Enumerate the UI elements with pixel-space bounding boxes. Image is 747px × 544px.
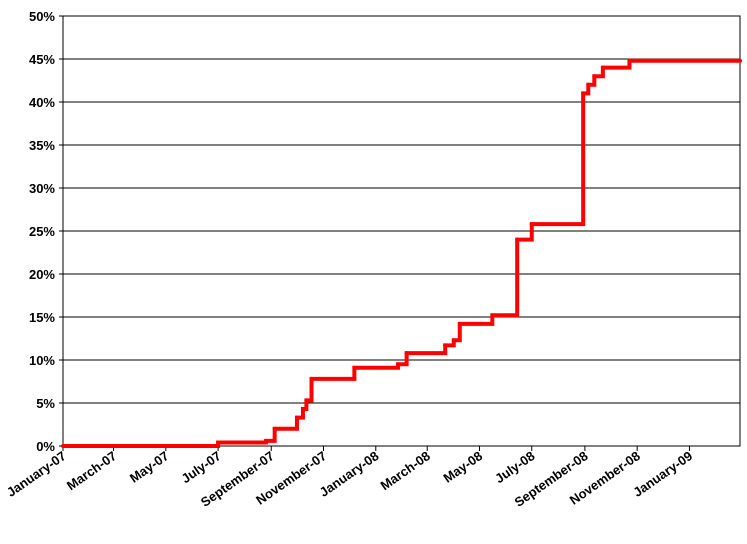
data-point xyxy=(592,74,597,79)
data-point xyxy=(490,313,495,318)
y-tick-label: 5% xyxy=(36,396,55,411)
x-tick-label: January-09 xyxy=(630,448,695,500)
data-point xyxy=(300,407,305,412)
x-tick-label: January-08 xyxy=(317,448,382,500)
plot-area xyxy=(62,15,741,447)
x-tick-label: March-07 xyxy=(64,448,119,493)
data-point xyxy=(529,222,534,227)
x-tick-label: January-07 xyxy=(4,448,69,500)
series-line xyxy=(63,58,740,448)
data-point xyxy=(272,426,277,431)
data-point xyxy=(443,343,448,348)
data-point xyxy=(515,237,520,242)
data-point xyxy=(216,440,221,445)
y-tick-label: 10% xyxy=(29,353,55,368)
data-point xyxy=(600,65,605,70)
x-tick-label: May-08 xyxy=(440,448,485,486)
y-tick-label: 45% xyxy=(29,52,55,67)
x-tick-label: May-07 xyxy=(127,448,172,486)
data-point xyxy=(627,58,632,63)
data-point xyxy=(294,415,299,420)
y-tick-label: 15% xyxy=(29,310,55,325)
data-point xyxy=(404,351,409,356)
y-tick-label: 40% xyxy=(29,95,55,110)
data-point xyxy=(264,438,269,443)
data-point xyxy=(309,376,314,381)
data-point xyxy=(457,321,462,326)
y-tick-label: 20% xyxy=(29,267,55,282)
data-point xyxy=(61,444,65,448)
data-point xyxy=(304,398,309,403)
data-point xyxy=(352,365,357,370)
y-tick-label: 30% xyxy=(29,181,55,196)
data-point xyxy=(451,338,456,343)
data-point xyxy=(586,82,591,87)
data-point xyxy=(581,91,586,96)
y-tick-label: 35% xyxy=(29,138,55,153)
y-tick-label: 25% xyxy=(29,224,55,239)
x-tick-label: July-08 xyxy=(492,448,537,486)
data-point xyxy=(738,58,742,63)
y-tick-label: 0% xyxy=(36,439,55,454)
data-point xyxy=(396,362,401,367)
y-tick-label: 50% xyxy=(29,9,55,24)
gridlines xyxy=(63,15,740,447)
x-tick-label: July-07 xyxy=(179,448,224,486)
x-tick-label: March-08 xyxy=(378,448,433,493)
y-axis-ticks: 0% 5% 10% 15% 20% 25% 30% 35% 40% 45% 50% xyxy=(29,9,63,454)
